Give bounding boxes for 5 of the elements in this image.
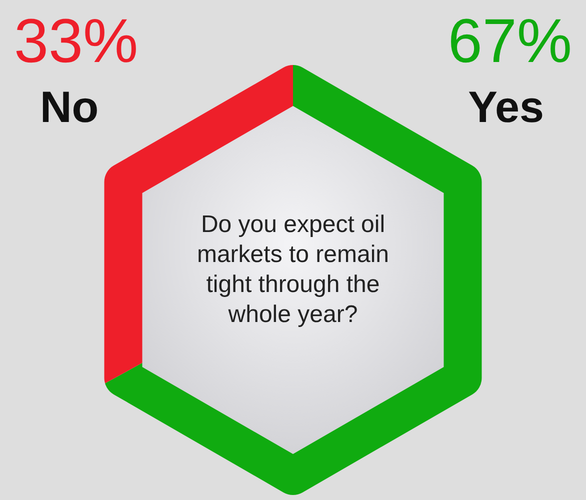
data-label: 67% — [448, 7, 572, 76]
slice-label: Yes — [468, 83, 544, 132]
data-label: 33% — [14, 7, 138, 76]
slice-label: No — [40, 83, 99, 132]
text: Do you expect oil markets to remain tight through the whole year? — [196, 211, 390, 328]
